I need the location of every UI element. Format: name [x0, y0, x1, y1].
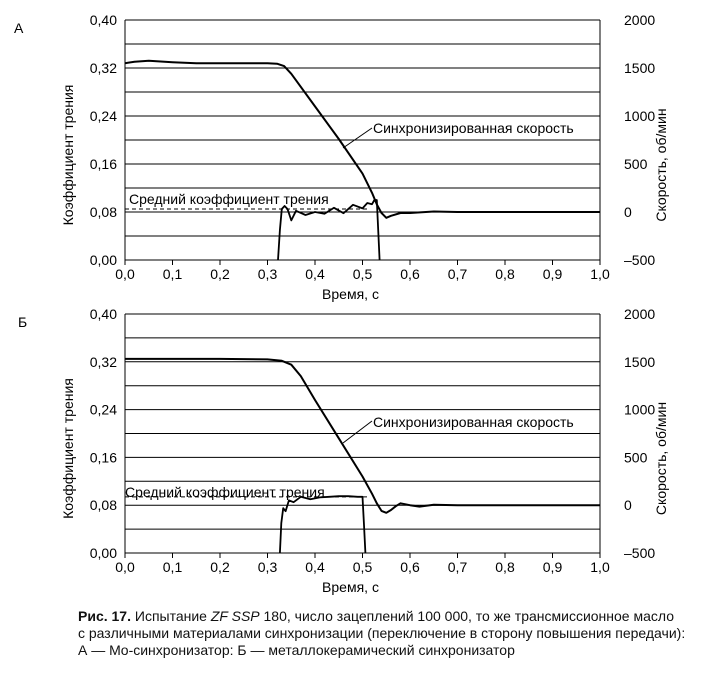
- speed-leader-line: [342, 420, 373, 444]
- x-tick-label: 0,1: [163, 266, 183, 282]
- x-axis-title: Время, с: [322, 579, 379, 595]
- x-tick-label: 0,8: [495, 559, 515, 575]
- figure-caption: Рис. 17. Испытание ZF SSP 180, число зац…: [78, 608, 708, 659]
- mean-friction-label: Средний коэффициент трения: [129, 191, 329, 207]
- x-tick-label: 0,3: [258, 559, 278, 575]
- y2-tick-label: –500: [624, 252, 655, 268]
- x-tick-label: 0,7: [448, 266, 468, 282]
- y2-tick-label: 0: [624, 497, 632, 513]
- caption-test-name: ZF SSP: [210, 608, 260, 624]
- x-tick-label: 0,9: [543, 559, 563, 575]
- y-axis-title: Коэффициент трения: [60, 85, 76, 226]
- x-tick-label: 0,3: [258, 266, 278, 282]
- x-tick-label: 0,6: [400, 559, 420, 575]
- y-tick-label: 0,16: [90, 156, 117, 172]
- speed-leader-line: [342, 127, 373, 149]
- caption-line-3: А — Mo-синхронизатор: Б — металлокерамич…: [78, 642, 515, 658]
- y-tick-label: 0,08: [90, 204, 117, 220]
- y2-tick-label: 1000: [624, 402, 655, 418]
- x-axis-title: Время, с: [322, 286, 379, 302]
- speed-label: Синхронизированная скорость: [373, 414, 574, 430]
- y-tick-label: 0,00: [90, 545, 117, 561]
- caption-line-1: Рис. 17. Испытание ZF SSP 180, число зац…: [78, 608, 708, 625]
- x-tick-label: 0,8: [495, 266, 515, 282]
- y-tick-label: 0,40: [90, 306, 117, 322]
- x-tick-label: 1,0: [590, 266, 610, 282]
- y2-axis-title: Скорость, об/мин: [653, 108, 669, 221]
- caption-line-1-pre: Испытание: [134, 608, 211, 624]
- x-tick-label: 0,4: [305, 559, 325, 575]
- y2-tick-label: 1500: [624, 60, 655, 76]
- caption-fig-label: Рис. 17.: [78, 608, 131, 624]
- y-tick-label: 0,08: [90, 497, 117, 513]
- y2-tick-label: 2000: [624, 306, 655, 322]
- speed-curve: [124, 59, 600, 219]
- y-tick-label: 0,16: [90, 449, 117, 465]
- y-tick-label: 0,00: [90, 252, 117, 268]
- y-tick-label: 0,24: [90, 108, 117, 124]
- y2-tick-label: 500: [624, 156, 648, 172]
- x-tick-label: 0,4: [305, 266, 325, 282]
- x-tick-label: 0,5: [353, 559, 373, 575]
- caption-line-1-post: 180, число зацеплений 100 000, то же тра…: [259, 608, 675, 624]
- y2-tick-label: –500: [624, 545, 655, 561]
- speed-curve: [125, 357, 600, 514]
- y-axis-title: Коэффициент трения: [60, 378, 76, 519]
- y2-tick-label: 1500: [624, 354, 655, 370]
- x-tick-label: 0,7: [448, 559, 468, 575]
- y-tick-label: 0,32: [90, 60, 117, 76]
- panel-label: А: [14, 20, 24, 36]
- y-tick-label: 0,32: [90, 354, 117, 370]
- caption-line-2: с различными материалами синхронизации (…: [78, 625, 686, 641]
- x-tick-label: 0,2: [210, 559, 230, 575]
- y2-tick-label: 0: [624, 204, 632, 220]
- x-tick-label: 0,6: [400, 266, 420, 282]
- y-tick-label: 0,40: [90, 12, 117, 28]
- friction-curve: [277, 199, 381, 261]
- friction-curve: [279, 495, 367, 554]
- x-tick-label: 0,0: [115, 559, 135, 575]
- y-tick-label: 0,24: [90, 402, 117, 418]
- mean-friction-label: Средний коэффициент трения: [125, 484, 325, 500]
- y2-tick-label: 2000: [624, 12, 655, 28]
- panel-label: Б: [18, 314, 27, 330]
- x-tick-label: 0,2: [210, 266, 230, 282]
- y2-tick-label: 500: [624, 449, 648, 465]
- y2-tick-label: 1000: [624, 108, 655, 124]
- x-tick-label: 0,1: [163, 559, 183, 575]
- speed-label: Синхронизированная скорость: [373, 120, 574, 136]
- x-tick-label: 0,5: [353, 266, 373, 282]
- x-tick-label: 1,0: [590, 559, 610, 575]
- x-tick-label: 0,9: [543, 266, 563, 282]
- x-tick-label: 0,0: [115, 266, 135, 282]
- y2-axis-title: Скорость, об/мин: [653, 402, 669, 515]
